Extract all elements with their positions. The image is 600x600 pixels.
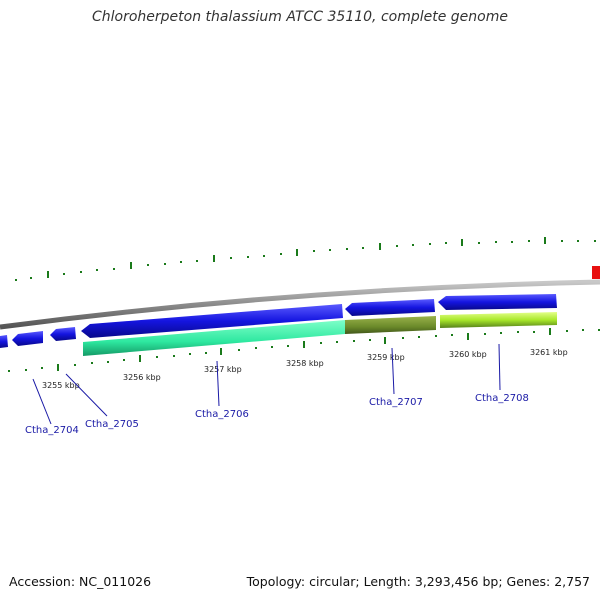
axis-label: 3259 kbp: [367, 353, 405, 362]
accession-text: Accession: NC_011026: [9, 574, 152, 589]
gene-arrow-ctha-2707[interactable]: [345, 299, 435, 316]
axis-label: 3255 kbp: [42, 381, 80, 390]
gene-arrow-ctha-2708[interactable]: [438, 294, 557, 310]
gene-label-ctha-2708[interactable]: Ctha_2708: [475, 393, 529, 404]
genome-summary-text: Topology: circular; Length: 3,293,456 bp…: [246, 574, 590, 589]
gc-skew-ticks-upper: [15, 237, 596, 281]
genome-backbone: [0, 279, 600, 330]
cds-track: [0, 294, 557, 348]
axis-label: 3260 kbp: [449, 350, 487, 359]
gene-arrow-ctha-2704[interactable]: [12, 331, 43, 346]
axis-label: 3257 kbp: [204, 365, 242, 374]
origin-marker[interactable]: [592, 266, 600, 279]
gene-label-ctha-2707[interactable]: Ctha_2707: [369, 397, 423, 408]
axis-label: 3258 kbp: [286, 359, 324, 368]
gene-arrow-ctha-2703[interactable]: [0, 335, 8, 348]
gene-labels: Ctha_2704 Ctha_2705 Ctha_2706 Ctha_2707 …: [25, 393, 529, 436]
axis-label: 3261 kbp: [530, 348, 568, 357]
feature-segment-ctha-2706[interactable]: [83, 320, 345, 356]
axis-label: 3256 kbp: [123, 373, 161, 382]
feature-segment-ctha-2708[interactable]: [440, 312, 557, 328]
gene-arrow-ctha-2706[interactable]: [81, 304, 343, 338]
gene-arrow-ctha-2705[interactable]: [50, 327, 76, 341]
map-title: Chloroherpeton thalassium ATCC 35110, co…: [92, 9, 508, 25]
gc-skew-ticks-lower: [8, 328, 600, 372]
label-leader-lines: [32, 343, 501, 425]
feature-segment-ctha-2707[interactable]: [345, 316, 436, 334]
axis-labels: 3255 kbp 3256 kbp 3257 kbp 3258 kbp 3259…: [42, 348, 568, 390]
gene-label-ctha-2704[interactable]: Ctha_2704: [25, 425, 79, 436]
gene-label-ctha-2705[interactable]: Ctha_2705: [85, 419, 139, 430]
gene-label-ctha-2706[interactable]: Ctha_2706: [195, 409, 249, 420]
feature-track: [83, 312, 557, 356]
